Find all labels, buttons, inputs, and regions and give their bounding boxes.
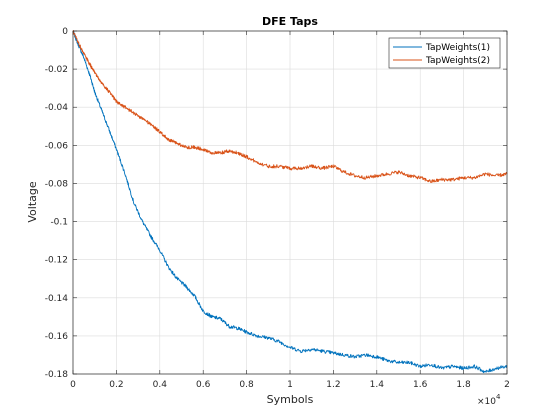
x-tick-label: 0.2 bbox=[109, 380, 123, 390]
x-tick-label: 1 bbox=[287, 380, 293, 390]
y-tick-label: -0.16 bbox=[45, 332, 69, 342]
x-axis-ticks: 0 0.2 0.4 0.6 0.8 1 1.2 1.4 1.6 1.8 2 bbox=[70, 31, 510, 390]
x-tick-label: 1.2 bbox=[326, 380, 340, 390]
x-axis-multiplier-base: ×10 bbox=[477, 397, 496, 407]
series-line-1 bbox=[72, 30, 508, 374]
y-axis-ticks: 0 -0.02 -0.04 -0.06 -0.08 -0.1 -0.12 -0.14 -0.16… bbox=[45, 27, 507, 380]
y-tick-label: -0.18 bbox=[45, 370, 69, 380]
x-axis-label: Symbols bbox=[267, 393, 314, 406]
series-lines bbox=[72, 30, 508, 374]
y-tick-label: 0 bbox=[62, 27, 68, 37]
plot-area bbox=[72, 30, 508, 375]
y-tick-label: -0.12 bbox=[45, 256, 68, 266]
x-tick-label: 0.6 bbox=[196, 380, 211, 390]
x-tick-label: 1.6 bbox=[413, 380, 428, 390]
y-tick-label: -0.08 bbox=[45, 179, 69, 189]
x-tick-label: 1.4 bbox=[370, 380, 385, 390]
legend-box bbox=[388, 37, 501, 69]
x-axis-multiplier-exponent: 4 bbox=[496, 393, 501, 401]
y-tick-label: -0.06 bbox=[45, 141, 69, 151]
series-line-2 bbox=[72, 30, 508, 183]
x-tick-label: 2 bbox=[504, 380, 510, 390]
x-tick-label: 0.8 bbox=[239, 380, 254, 390]
legend: TapWeights(1) TapWeights(2) bbox=[388, 37, 501, 69]
chart-title: DFE Taps bbox=[262, 15, 318, 28]
legend-label-tapweights-1: TapWeights(1) bbox=[425, 43, 490, 53]
x-tick-label: 0.4 bbox=[153, 380, 168, 390]
x-axis-multiplier: ×104 bbox=[477, 393, 501, 407]
legend-label-tapweights-2: TapWeights(2) bbox=[425, 56, 490, 66]
y-axis-label: Voltage bbox=[26, 181, 39, 222]
x-tick-label: 0 bbox=[70, 380, 76, 390]
y-tick-label: -0.14 bbox=[45, 294, 69, 304]
y-tick-label: -0.02 bbox=[45, 65, 68, 75]
x-tick-label: 1.8 bbox=[456, 380, 471, 390]
y-tick-label: -0.1 bbox=[50, 218, 68, 228]
y-tick-label: -0.04 bbox=[45, 103, 69, 113]
